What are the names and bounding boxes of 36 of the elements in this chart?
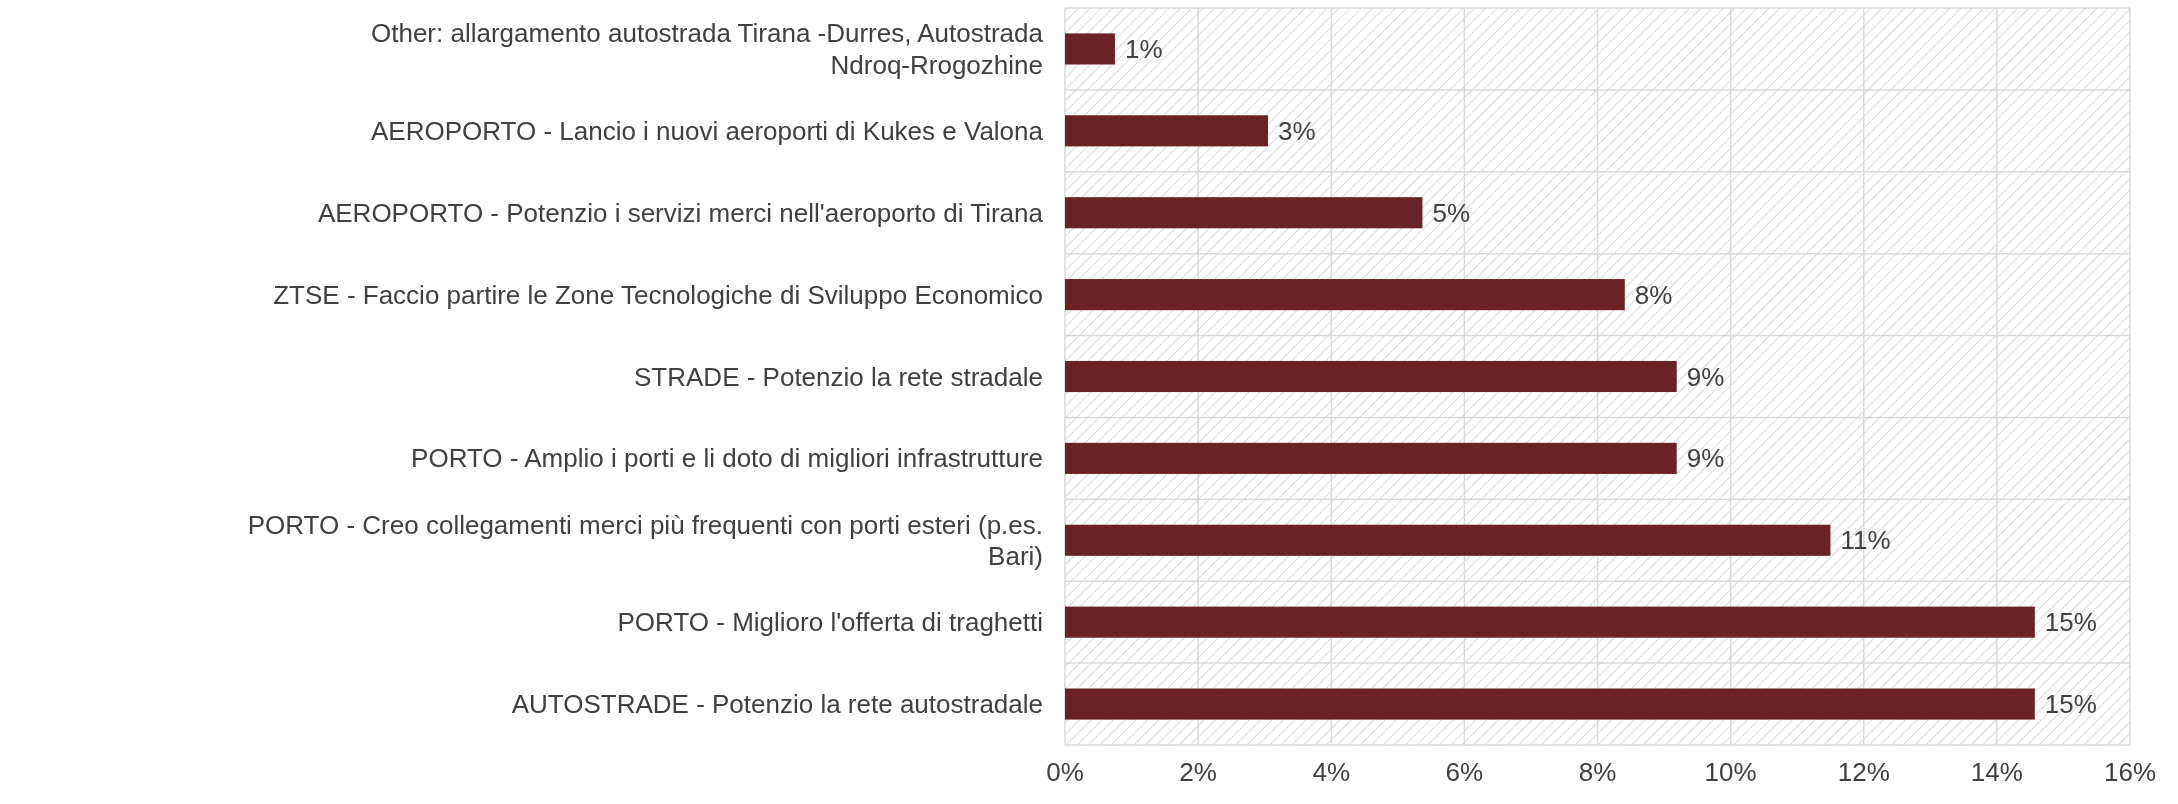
data-label: 15% (2044, 607, 2097, 638)
x-tick-label: 16% (2103, 757, 2157, 787)
x-tick-label: 2% (1179, 757, 1217, 787)
data-label: 3% (1278, 115, 1316, 146)
x-tick-label: 6% (1445, 757, 1484, 787)
y-tick-label: PORTO - Miglioro l'offerta di traghetti (617, 607, 1043, 638)
x-tick-label: 12% (1837, 757, 1890, 787)
y-tick-label: PORTO - Creo collegamenti merci più frequenti con porti esteri (p.es. Bari) (247, 509, 1043, 571)
bar (1065, 197, 1423, 229)
y-tick-label: PORTO - Amplio i porti e li doto di migliori infrastrutture (411, 443, 1043, 474)
bar (1065, 442, 1677, 474)
x-tick-label: 10% (1704, 757, 1757, 787)
bar (1065, 279, 1625, 311)
x-tick-label: 4% (1312, 757, 1351, 787)
data-label: 11% (1840, 525, 1891, 556)
bar (1065, 524, 1831, 556)
x-tick-label: 14% (1970, 757, 2023, 787)
bar (1065, 606, 2035, 638)
data-label: 9% (1686, 361, 1725, 392)
bar (1065, 33, 1115, 65)
y-tick-label: Other: allargamento autostrada Tirana -Durres, Autostrada Ndroq-Rrogozhine (370, 18, 1044, 80)
bar (1065, 688, 2035, 720)
y-tick-label: AUTOSTRADE - Potenzio la rete autostradale (511, 689, 1043, 720)
data-label: 8% (1634, 279, 1673, 310)
data-label: 5% (1432, 197, 1471, 228)
y-tick-label: STRADE - Potenzio la rete stradale (634, 361, 1043, 392)
data-label: 1% (1124, 34, 1163, 65)
bar (1065, 360, 1677, 393)
x-tick-label: 0% (1046, 757, 1084, 787)
y-tick-label: AEROPORTO - Potenzio i servizi merci nell'aeroporto di Tirana (317, 197, 1044, 228)
bar (1065, 115, 1269, 147)
data-label: 15% (2044, 689, 2097, 720)
y-tick-label: AEROPORTO - Lancio i nuovi aeroporti di Kukes e Valona (370, 115, 1044, 146)
data-label: 9% (1686, 443, 1725, 474)
y-tick-label: ZTSE - Faccio partire le Zone Tecnologiche di Sviluppo Economico (273, 279, 1043, 310)
x-tick-label: 8% (1578, 757, 1617, 787)
